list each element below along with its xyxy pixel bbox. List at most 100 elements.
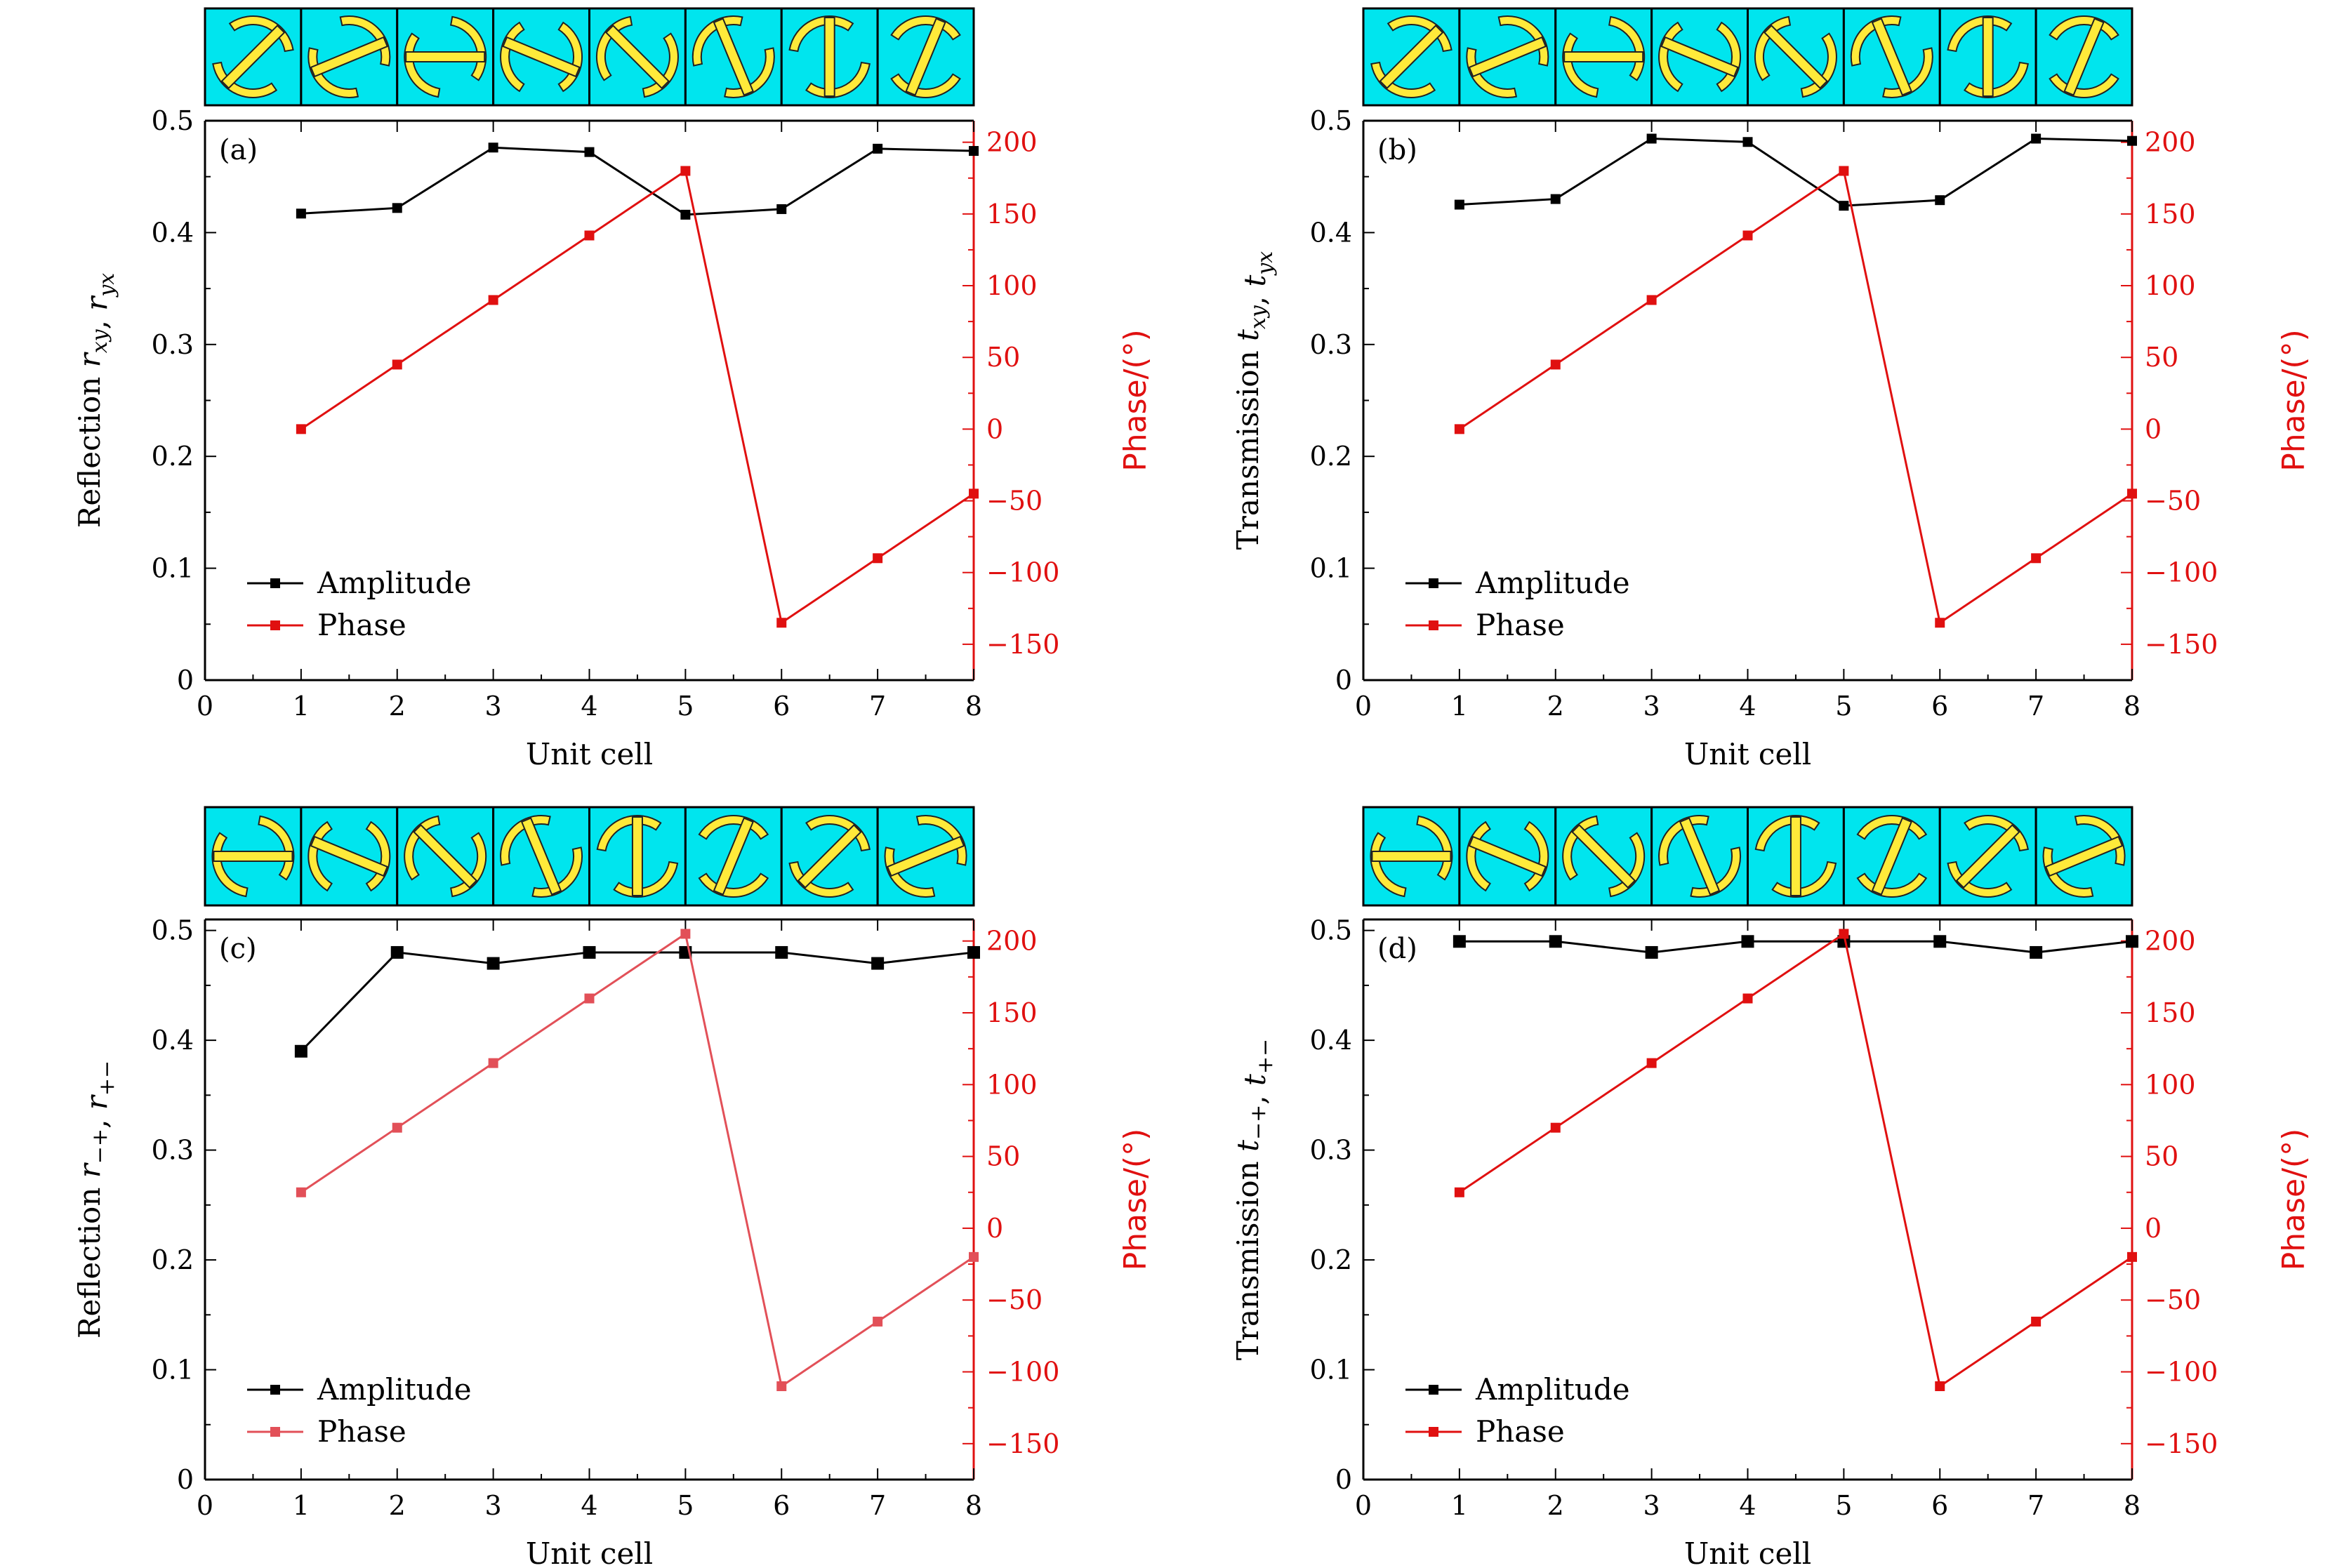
x-tick-label: 0 [197,691,213,722]
x-tick-label: 2 [389,691,406,722]
x-tick-label: 6 [773,1490,790,1521]
cell-bar [2044,835,2124,877]
cell-bar [213,851,293,862]
y-axis-title: Reflection r−+, r+− [72,1061,119,1338]
cell-arc [1608,15,1646,81]
cell-arc [531,846,583,898]
unit-cell-shape [1754,815,1837,898]
legend-phase-marker [1429,620,1438,630]
x-tick-label: 7 [2027,691,2044,722]
unit-cell-shape [884,815,967,898]
unit-cell-shape [1658,815,1742,898]
cell-bar [713,18,755,96]
phase-marker [1742,230,1753,241]
unit-cell-strip [204,7,975,107]
amplitude-marker [2127,135,2137,146]
y-tick-label: 0 [1335,1464,1352,1495]
unit-cell-shape [1850,15,1933,98]
cell-bar [886,835,965,877]
y2-tick-label: −50 [986,486,1043,517]
x-tick-label: 6 [1931,691,1948,722]
y-axis-title: Transmission t−+, t+− [1231,1039,1278,1360]
amplitude-marker [1933,935,1947,948]
y2-tick-label: 100 [986,270,1038,301]
chart-panel-d: 0 1 2 3 4 5 6 7 8 Unit cell 0 0.1 0.2 0.3 0.4 0.5 Transm… [1231,806,2312,1568]
panel-label: (c) [219,933,257,965]
cell-bar [604,25,670,89]
amplitude-marker [871,957,885,970]
x-tick-label: 1 [1451,691,1468,722]
phase-marker [1646,1058,1657,1068]
y-tick-label: 0.4 [152,217,194,248]
cell-bar [310,835,389,877]
cell-arc [1771,861,1837,898]
y2-tick-label: 0 [986,1213,1003,1244]
unit-cell-shape [1562,815,1646,898]
amplitude-marker [1742,137,1753,147]
unit-cell-shape [404,815,487,898]
unit-cell-shape [1754,15,1837,98]
unit-cell-shape [1947,815,2029,898]
cell-bar [1763,25,1828,89]
cell-arc [596,815,662,852]
cell-arc [1497,15,1549,67]
cell-arc [339,15,391,67]
y-tick-label: 0.2 [1310,1244,1352,1275]
cell-bar [1789,816,1801,896]
y-tick-label: 0.1 [152,1355,194,1386]
x-tick-label: 4 [1739,691,1756,722]
unit-cell-shape [890,15,961,98]
phase-marker [776,618,787,628]
y2-tick-label: 200 [986,127,1038,158]
amplitude-marker [1741,935,1754,948]
y-tick-label: 0.3 [1310,1135,1352,1166]
amplitude-line [1459,940,2133,954]
phase-marker [1839,166,1849,176]
panel-label: (b) [1377,134,1417,166]
cell-bar [797,824,862,889]
y-tick-label: 0.4 [152,1025,194,1056]
cell-arc [805,61,871,98]
x-tick-label: 2 [1547,1490,1564,1521]
amplitude-marker [1645,945,1658,959]
x-tick-label: 2 [1547,691,1564,722]
amplitude-marker [680,209,691,220]
y-tick-label: 0.5 [1310,105,1352,136]
unit-cell-strip [204,806,975,907]
y2-tick-label: 50 [986,1141,1020,1172]
y-tick-label: 0 [177,1464,194,1495]
cell-bar [1468,835,1547,877]
y-axis-title: Transmission txy, tyx [1231,251,1278,550]
amplitude-marker [487,957,500,970]
phase-marker [2127,1251,2137,1262]
unit-cell-shape [500,21,583,93]
legend-amplitude-label: Amplitude [317,1372,472,1407]
x-tick-label: 3 [485,691,502,722]
x-tick-label: 4 [581,1490,597,1521]
amplitude-marker [1646,133,1657,144]
y2-tick-label: −150 [986,629,1059,660]
amplitude-marker [1935,195,1945,206]
legend-phase-marker [270,1427,280,1437]
unit-cell-shape [212,15,294,98]
y-tick-label: 0.5 [1310,915,1352,946]
y-tick-label: 0.5 [152,915,194,946]
phase-marker [296,1187,306,1197]
amplitude-marker [775,945,788,959]
cell-arc [2042,846,2094,898]
y-tick-label: 0.4 [1310,217,1352,248]
phase-marker [1742,993,1753,1004]
x-tick-label: 5 [677,691,694,722]
y-tick-label: 0.2 [1310,441,1352,472]
unit-cell-shape [692,15,775,98]
phase-marker [969,1251,979,1262]
cell-bar [1468,36,1547,78]
legend-amplitude-marker [1429,578,1438,588]
chart-panel-b: 0 1 2 3 4 5 6 7 8 Unit cell 0 0.1 0.2 0.3 0.4 0.5 Transm… [1231,7,2312,771]
amplitude-marker [1454,199,1464,210]
amplitude-marker [2126,935,2138,948]
x-tick-label: 8 [965,1490,982,1521]
phase-marker [488,1058,498,1068]
cell-bar [1571,824,1636,889]
phase-marker [1839,929,1849,939]
